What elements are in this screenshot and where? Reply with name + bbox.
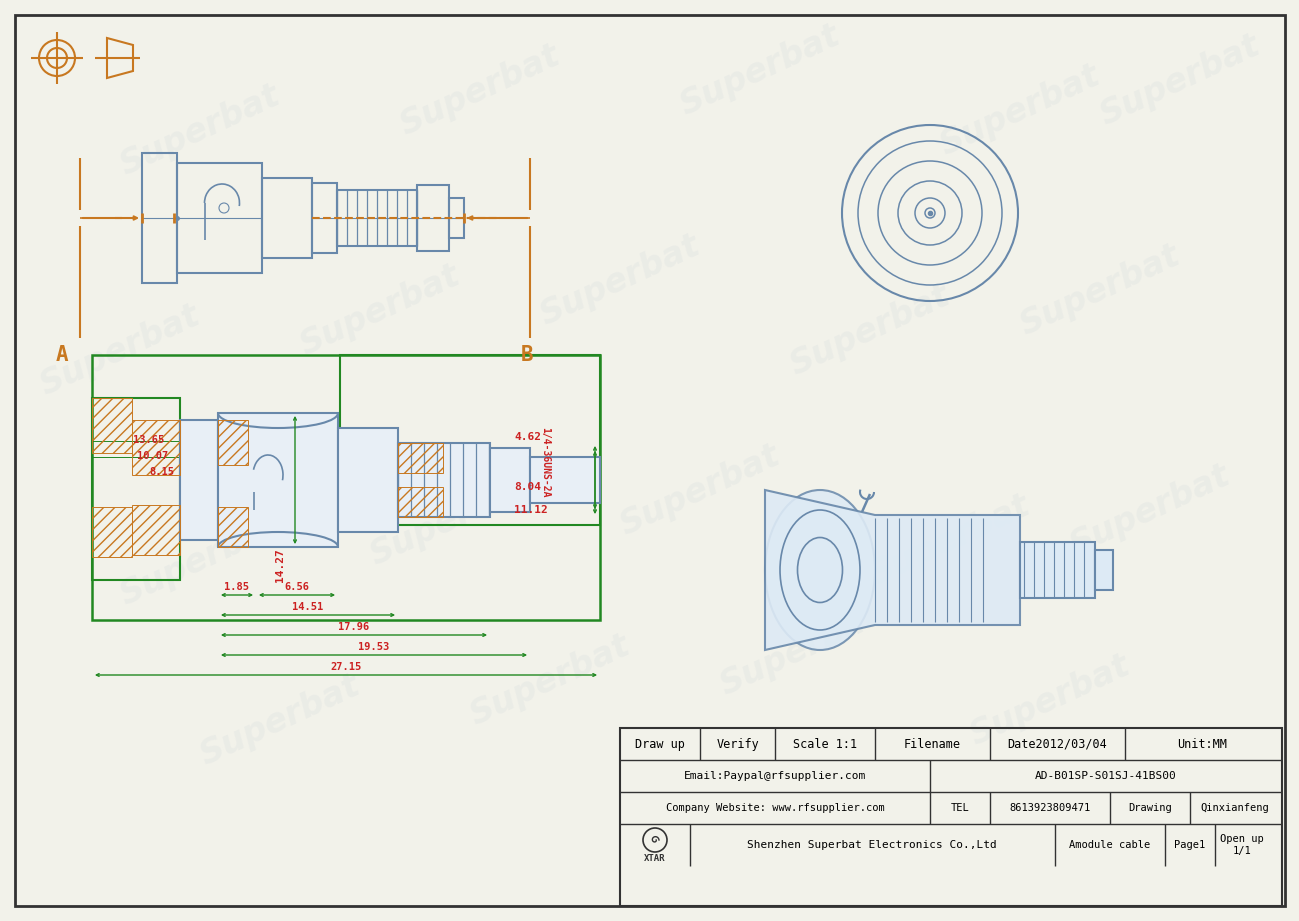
Ellipse shape <box>765 490 876 650</box>
Bar <box>530 457 600 503</box>
Text: 8.15: 8.15 <box>149 467 174 477</box>
Text: 4.62: 4.62 <box>514 432 540 442</box>
Bar <box>1020 542 1095 598</box>
Text: 8.04: 8.04 <box>514 482 540 492</box>
Bar <box>1095 550 1113 590</box>
Bar <box>92 355 600 620</box>
Bar <box>218 507 248 547</box>
Bar <box>336 190 417 246</box>
Text: 17.96: 17.96 <box>338 622 370 632</box>
Text: Superbat: Superbat <box>35 298 205 402</box>
Bar <box>218 413 338 547</box>
Bar <box>92 398 181 580</box>
Text: 8613923809471: 8613923809471 <box>1009 803 1091 813</box>
Text: AD-B01SP-S01SJ-41BS00: AD-B01SP-S01SJ-41BS00 <box>1035 771 1177 781</box>
Text: B: B <box>521 345 534 365</box>
Bar <box>490 448 530 512</box>
Text: Superbat: Superbat <box>965 648 1135 752</box>
Text: Open up
1/1: Open up 1/1 <box>1220 834 1264 856</box>
Text: TEL: TEL <box>951 803 969 813</box>
Text: 19.53: 19.53 <box>359 642 390 652</box>
Text: Superbat: Superbat <box>865 488 1035 591</box>
Text: Verify: Verify <box>717 738 760 751</box>
Text: Superbat: Superbat <box>614 438 786 542</box>
Text: Superbat: Superbat <box>195 669 365 772</box>
Bar <box>397 487 443 517</box>
Bar <box>142 153 177 283</box>
Text: 11.12: 11.12 <box>514 505 548 515</box>
Text: Superbat: Superbat <box>395 39 565 142</box>
Text: Superbat: Superbat <box>1095 29 1265 132</box>
Text: Email:Paypal@rfsupplier.com: Email:Paypal@rfsupplier.com <box>683 771 866 781</box>
Bar <box>92 507 132 557</box>
Bar <box>181 420 218 540</box>
Bar <box>397 443 490 517</box>
Bar <box>132 420 181 475</box>
Text: Draw up: Draw up <box>635 738 685 751</box>
Text: Superbat: Superbat <box>465 628 635 731</box>
Text: Superbat: Superbat <box>785 278 956 381</box>
Text: 14.51: 14.51 <box>292 602 323 612</box>
Bar <box>312 183 336 253</box>
Text: Superbat: Superbat <box>934 58 1105 161</box>
Text: Qinxianfeng: Qinxianfeng <box>1200 803 1269 813</box>
Text: 1.85: 1.85 <box>225 582 249 592</box>
Text: Superbat: Superbat <box>365 469 535 572</box>
Text: 27.15: 27.15 <box>330 662 361 672</box>
Bar <box>177 163 262 273</box>
Text: Drawing: Drawing <box>1128 803 1172 813</box>
Text: 6.56: 6.56 <box>284 582 309 592</box>
Text: Shenzhen Superbat Electronics Co.,Ltd: Shenzhen Superbat Electronics Co.,Ltd <box>747 840 996 850</box>
Text: 10.07: 10.07 <box>136 451 168 461</box>
Text: Superbat: Superbat <box>1065 459 1235 562</box>
Text: Company Website: www.rfsupplier.com: Company Website: www.rfsupplier.com <box>665 803 885 813</box>
Text: Superbat: Superbat <box>535 228 705 332</box>
Bar <box>417 185 449 251</box>
Text: Superbat: Superbat <box>674 18 846 122</box>
Bar <box>262 178 312 258</box>
Text: Scale 1:1: Scale 1:1 <box>792 738 857 751</box>
Text: A: A <box>56 345 69 365</box>
Text: Amodule cable: Amodule cable <box>1069 840 1151 850</box>
Text: Date2012/03/04: Date2012/03/04 <box>1007 738 1107 751</box>
Text: Superbat: Superbat <box>114 508 286 612</box>
Bar <box>218 420 248 465</box>
Bar <box>132 505 181 555</box>
Text: Unit:MM: Unit:MM <box>1177 738 1228 751</box>
Bar <box>338 428 397 532</box>
Text: 1/4-36UNS-2A: 1/4-36UNS-2A <box>540 426 549 497</box>
Bar <box>340 355 600 525</box>
Polygon shape <box>765 490 1020 650</box>
Text: Superbat: Superbat <box>1015 239 1186 342</box>
Text: Page1: Page1 <box>1174 840 1205 850</box>
Text: XTAR: XTAR <box>644 854 666 862</box>
Text: 14.27: 14.27 <box>275 548 284 582</box>
Bar <box>397 443 443 473</box>
Text: 13.65: 13.65 <box>132 435 164 445</box>
Bar <box>449 198 464 238</box>
Bar <box>620 728 1282 906</box>
Text: Superbat: Superbat <box>295 259 465 362</box>
Text: Superbat: Superbat <box>114 78 286 181</box>
Text: Superbat: Superbat <box>714 599 886 702</box>
Bar <box>92 398 132 453</box>
Text: Filename: Filename <box>904 738 960 751</box>
